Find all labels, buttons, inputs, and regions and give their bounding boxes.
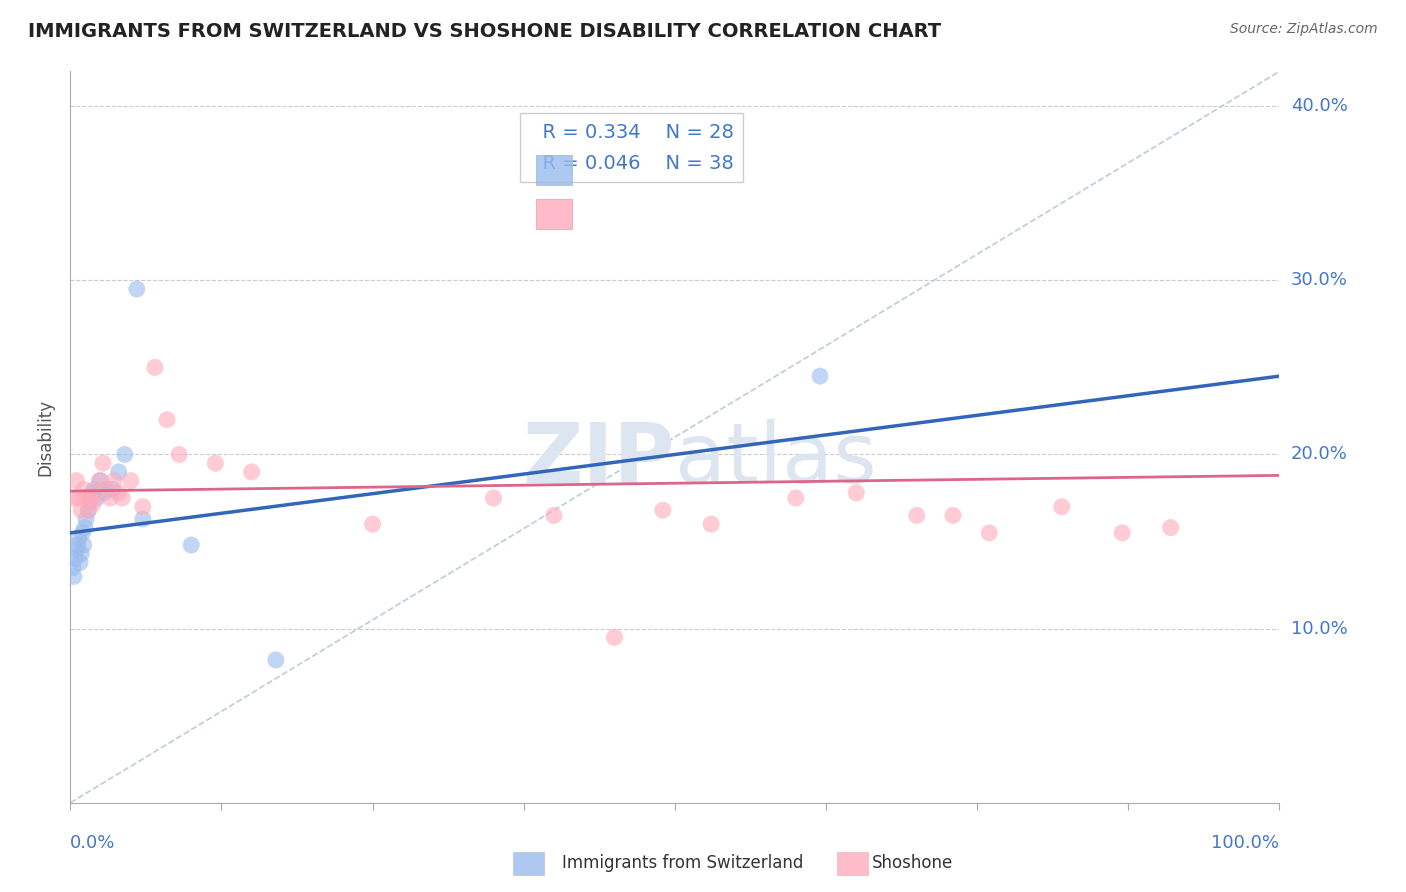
Text: 30.0%: 30.0%	[1291, 271, 1347, 289]
Text: IMMIGRANTS FROM SWITZERLAND VS SHOSHONE DISABILITY CORRELATION CHART: IMMIGRANTS FROM SWITZERLAND VS SHOSHONE …	[28, 22, 941, 41]
Point	[77, 503, 100, 517]
Text: Shoshone: Shoshone	[872, 855, 953, 872]
Point	[98, 491, 121, 505]
Point	[114, 448, 136, 462]
Point	[905, 508, 928, 523]
Point	[67, 491, 90, 505]
Point	[72, 525, 94, 540]
Point	[264, 653, 287, 667]
Point	[103, 474, 125, 488]
Point	[62, 560, 84, 574]
Point	[107, 485, 129, 500]
Point	[700, 517, 723, 532]
Point	[204, 456, 226, 470]
Point	[77, 503, 100, 517]
Point	[84, 485, 107, 500]
Text: 10.0%: 10.0%	[1291, 620, 1347, 638]
Point	[80, 485, 103, 500]
Point	[180, 538, 202, 552]
FancyBboxPatch shape	[536, 155, 572, 185]
Point	[125, 282, 148, 296]
Point	[86, 491, 108, 505]
Point	[111, 491, 134, 505]
Point	[132, 500, 155, 514]
Point	[65, 543, 87, 558]
Point	[93, 485, 115, 500]
Point	[73, 521, 96, 535]
Point	[1050, 500, 1073, 514]
Point	[75, 512, 97, 526]
FancyBboxPatch shape	[536, 199, 572, 228]
Point	[96, 483, 118, 497]
Text: 0.0%: 0.0%	[70, 834, 115, 852]
Point	[543, 508, 565, 523]
Point	[167, 448, 190, 462]
Point	[91, 456, 114, 470]
Point	[79, 494, 101, 508]
Text: 100.0%: 100.0%	[1212, 834, 1279, 852]
Point	[240, 465, 263, 479]
Text: R = 0.334    N = 28
  R = 0.046    N = 38: R = 0.334 N = 28 R = 0.046 N = 38	[530, 122, 734, 172]
Point	[90, 474, 111, 488]
Point	[80, 491, 103, 505]
Point	[72, 483, 94, 497]
Point	[603, 631, 626, 645]
Point	[70, 547, 93, 561]
Point	[1111, 525, 1133, 540]
Point	[808, 369, 831, 384]
Point	[107, 465, 129, 479]
Point	[651, 503, 673, 517]
Point	[132, 512, 155, 526]
Point	[75, 491, 97, 505]
Point	[69, 556, 91, 570]
Point	[65, 474, 87, 488]
Point	[63, 552, 86, 566]
Text: ZIP: ZIP	[523, 418, 675, 500]
Point	[63, 569, 86, 583]
Point	[63, 491, 86, 505]
Point	[82, 496, 104, 510]
Point	[482, 491, 505, 505]
Point	[143, 360, 166, 375]
Point	[845, 485, 868, 500]
Point	[361, 517, 384, 532]
Point	[67, 531, 90, 545]
Point	[785, 491, 807, 505]
Point	[156, 412, 179, 426]
Point	[66, 538, 89, 552]
Point	[72, 538, 94, 552]
Point	[101, 483, 124, 497]
Text: atlas: atlas	[675, 418, 876, 500]
Point	[89, 474, 111, 488]
Point	[942, 508, 965, 523]
Point	[70, 503, 93, 517]
Point	[120, 474, 142, 488]
Text: 20.0%: 20.0%	[1291, 445, 1347, 464]
Text: 40.0%: 40.0%	[1291, 97, 1347, 115]
Y-axis label: Disability: Disability	[37, 399, 55, 475]
Point	[83, 483, 105, 497]
Point	[96, 483, 118, 497]
Point	[979, 525, 1001, 540]
Point	[1160, 521, 1182, 535]
Text: Immigrants from Switzerland: Immigrants from Switzerland	[562, 855, 804, 872]
Text: Source: ZipAtlas.com: Source: ZipAtlas.com	[1230, 22, 1378, 37]
